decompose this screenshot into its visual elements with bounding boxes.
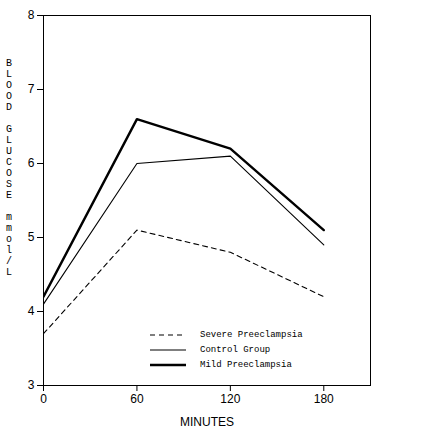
- html-text:o: o: [6, 234, 12, 245]
- svg-text:8: 8: [28, 8, 35, 22]
- svg-text:120: 120: [220, 392, 240, 406]
- html-text:m: m: [6, 223, 12, 234]
- html-text:Severe Preeclampsia: Severe Preeclampsia: [200, 329, 303, 340]
- html-text:Mild Preeclampsia: Mild Preeclampsia: [200, 359, 292, 370]
- svg-text:6: 6: [28, 156, 35, 170]
- html-text:L: L: [6, 135, 12, 146]
- svg-text:0: 0: [40, 392, 47, 406]
- svg-text:MINUTES: MINUTES: [180, 415, 234, 429]
- html-text:U: U: [6, 146, 12, 157]
- html-text:D: D: [6, 102, 12, 113]
- html-text:L: L: [6, 267, 12, 278]
- svg-text:3: 3: [28, 378, 35, 392]
- html-text:m: m: [6, 212, 12, 223]
- html-text:O: O: [6, 168, 12, 179]
- html-text:G: G: [6, 124, 12, 135]
- svg-text:7: 7: [28, 82, 35, 96]
- svg-text:60: 60: [130, 392, 144, 406]
- html-text:O: O: [6, 91, 12, 102]
- html-text:l: l: [6, 245, 12, 256]
- html-text:L: L: [6, 69, 12, 80]
- svg-text:180: 180: [314, 392, 334, 406]
- html-text:S: S: [6, 179, 12, 190]
- svg-text:4: 4: [28, 304, 35, 318]
- svg-text:5: 5: [28, 230, 35, 244]
- html-text:C: C: [6, 157, 12, 168]
- html-text:O: O: [6, 80, 12, 91]
- html-text:Control Group: Control Group: [200, 344, 271, 355]
- html-text:B: B: [6, 58, 12, 69]
- html-text:E: E: [6, 190, 12, 201]
